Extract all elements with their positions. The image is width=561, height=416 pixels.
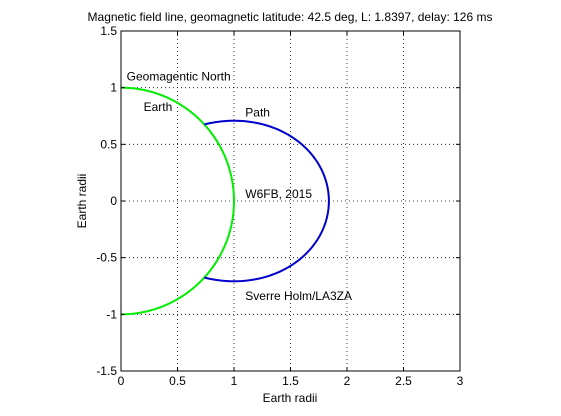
y-tick-label: -1 <box>106 307 117 321</box>
y-tick-label: 0.5 <box>100 137 117 151</box>
y-tick-label: 0 <box>110 194 117 208</box>
earth-curve <box>120 86 236 316</box>
y-tick-label: -0.5 <box>96 251 117 265</box>
x-tick-label: 0.5 <box>169 374 186 388</box>
annotation: Sverre Holm/LA3ZA <box>245 289 352 303</box>
chart-title: Magnetic field line, geomagnetic latitud… <box>88 10 493 24</box>
grid <box>121 31 460 371</box>
y-tick-label: 1 <box>110 81 117 95</box>
y-axis-label: Earth radii <box>75 174 89 229</box>
x-tick-label: 1.5 <box>282 374 299 388</box>
x-tick-label: 1 <box>231 374 238 388</box>
x-tick-label: 0 <box>118 374 125 388</box>
x-axis-label: Earth radii <box>263 391 318 405</box>
curves <box>120 86 330 316</box>
annotation: W6FB, 2015 <box>245 187 312 201</box>
annotation: Geomagentic North <box>127 69 231 83</box>
x-tick-label: 3 <box>457 374 464 388</box>
x-tick-label: 2.5 <box>395 374 412 388</box>
x-tick-label: 2 <box>344 374 351 388</box>
ticks <box>120 30 461 372</box>
annotation: Earth <box>144 100 173 114</box>
y-tick-label: -1.5 <box>96 364 117 378</box>
field_line-curve <box>204 119 330 283</box>
tick-labels: 0 0.5 1 1.5 2 2.5 3 -1.5 -1 -0.5 0 0.5 1 1.5 <box>96 24 463 388</box>
y-tick-label: 1.5 <box>100 24 117 38</box>
annotation: Path <box>245 106 270 120</box>
annotations: Geomagentic North Earth Path W6FB, 2015 Sver… <box>127 69 352 303</box>
